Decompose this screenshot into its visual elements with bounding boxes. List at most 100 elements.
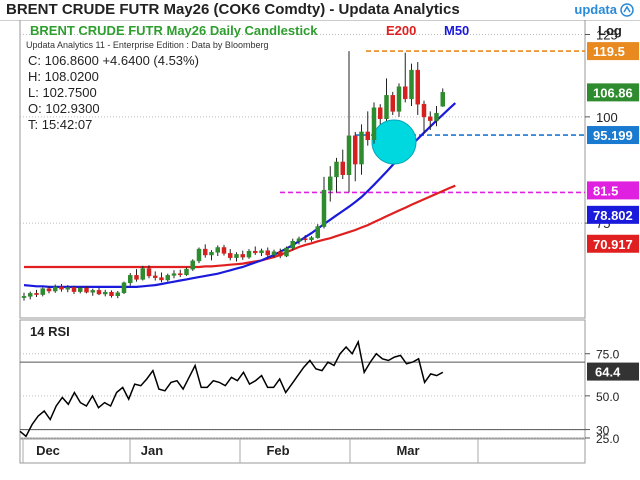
ema-legend: E200 <box>386 23 416 38</box>
rsi-axis: 25.030 50.0 75.0 <box>585 348 620 446</box>
price-tag <box>587 205 639 224</box>
price-tag-label: 95.199 <box>593 128 633 143</box>
window-title: BRENT CRUDE FUTR May26 (COK6 Comdty) - U… <box>6 1 460 18</box>
date-axis: Dec Jan Feb Mar <box>19 438 586 464</box>
candle-down <box>71 287 77 292</box>
panel-title: BRENT CRUDE FUTR May26 Daily Candlestick <box>30 23 318 38</box>
candle-down <box>84 287 89 293</box>
ohlc-open: O: 102.9300 <box>28 101 100 116</box>
month-label: Mar <box>396 443 419 458</box>
ohlc-close: C: 106.8600 +4.6400 (4.53%) <box>28 53 199 68</box>
candle-up <box>309 237 314 240</box>
candlesticks-overlay <box>334 51 377 193</box>
price-tag <box>587 181 639 200</box>
candle-up <box>184 268 189 276</box>
candle-up <box>78 287 83 292</box>
ohlc-high: H: 108.0200 <box>28 69 99 84</box>
candle-up <box>396 86 402 112</box>
price-tag-label: 119.5 <box>593 44 625 59</box>
candle-up <box>171 273 177 276</box>
date-axis-bar <box>19 438 586 464</box>
rsi-tick-label: 30 <box>596 424 610 438</box>
rsi-plot-area <box>19 319 586 439</box>
ma-legend: M50 <box>444 23 469 38</box>
candle-down <box>34 293 39 295</box>
title-bar: BRENT CRUDE FUTR May26 (COK6 Comdty) - U… <box>0 0 640 21</box>
rsi-tick-label: 25.0 <box>596 432 620 446</box>
candle-down <box>203 248 208 256</box>
price-tag <box>587 126 639 145</box>
candle-down <box>221 247 227 254</box>
candle-up <box>384 95 389 119</box>
month-label: Dec <box>36 443 60 458</box>
price-tag <box>587 83 639 102</box>
rsi-panel: 14 RSI 25.030 50.0 75.0 64.4 <box>19 319 639 446</box>
date-labels: Dec Jan Feb Mar <box>22 439 479 463</box>
candle-down <box>228 253 233 258</box>
candle-down <box>178 273 183 276</box>
candle-down <box>278 251 283 257</box>
candle-up <box>296 238 302 242</box>
price-tag-label: 81.5 <box>593 183 618 198</box>
candle-down <box>96 290 102 295</box>
updata-logo-icon <box>620 2 634 17</box>
price-panel: BRENT CRUDE FUTR May26 Daily Candlestick… <box>19 20 639 319</box>
candle-up <box>259 250 264 254</box>
price-tag-label: 70.917 <box>593 237 633 252</box>
candle-down <box>134 275 139 280</box>
candle-down <box>59 286 64 290</box>
candle-down <box>428 116 433 121</box>
price-axis: 75100125 <box>585 27 618 231</box>
rsi-grid <box>20 353 585 439</box>
candle-down <box>303 238 308 240</box>
candle-up <box>21 296 27 298</box>
candle-up <box>165 275 170 281</box>
month-label: Feb <box>266 443 289 458</box>
rsi-line-group <box>19 339 444 438</box>
price-tags: 119.5 106.86 95.199 81.5 78.802 70.917 <box>587 42 639 253</box>
ohlc-time: T: 15:42:07 <box>28 117 92 132</box>
candle-up <box>409 69 414 100</box>
ohlc-low: L: 102.7500 <box>28 85 97 100</box>
candle-up <box>115 292 120 297</box>
candle-up <box>190 260 195 270</box>
candle-down <box>378 107 383 119</box>
candle-down <box>415 69 420 105</box>
candle-down <box>403 86 408 100</box>
candle-up <box>234 254 239 258</box>
price-grid <box>20 33 585 224</box>
candle-up <box>434 112 439 121</box>
rsi-value-tag <box>587 362 639 381</box>
candle-up <box>246 250 252 258</box>
candle-up <box>346 135 352 175</box>
candle-up <box>371 107 377 140</box>
candle-up <box>209 252 214 256</box>
rsi-line <box>19 339 444 438</box>
price-tag <box>587 42 639 61</box>
price-levels <box>280 50 585 194</box>
candle-down <box>265 250 270 256</box>
candle-up <box>440 92 445 107</box>
candle-down <box>109 291 114 297</box>
month-label: Jan <box>141 443 163 458</box>
brand-name: updata <box>574 2 617 17</box>
candle-up <box>128 275 133 284</box>
candle-up <box>103 291 108 295</box>
candle-down <box>240 254 245 258</box>
candle-down <box>159 277 164 281</box>
candle-up <box>140 268 145 280</box>
chart-canvas[interactable]: BRENT CRUDE FUTR May26 Daily Candlestick… <box>0 20 640 480</box>
candle-down <box>353 135 358 165</box>
moving-averages <box>23 102 457 288</box>
ma50-line <box>23 102 457 288</box>
rsi-tick-label: 75.0 <box>596 348 620 362</box>
candle-up <box>334 161 339 178</box>
candle-down <box>46 288 52 292</box>
price-tag-label: 78.802 <box>593 208 633 223</box>
candle-down <box>253 250 258 254</box>
candle-up <box>28 293 33 297</box>
candlesticks <box>21 52 445 301</box>
panel-subtitle: Updata Analytics 11 - Enterprise Edition… <box>26 40 268 50</box>
price-tick-label: 100 <box>596 110 618 125</box>
